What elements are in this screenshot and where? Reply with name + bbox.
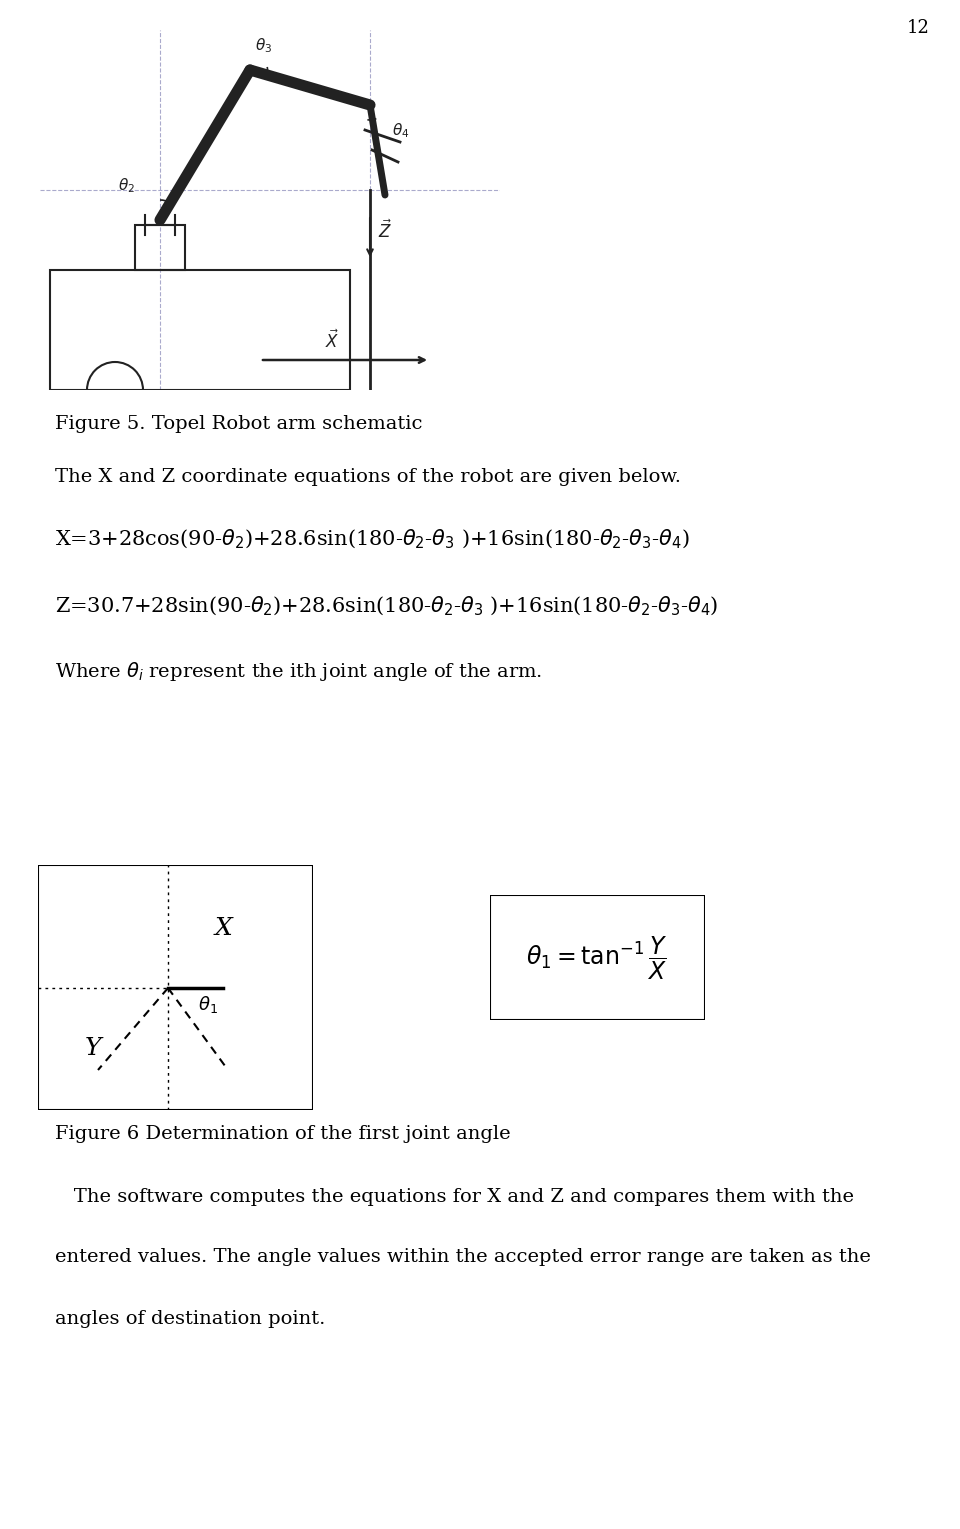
Text: X=3+28cos(90-$\theta_2$)+28.6sin(180-$\theta_2$-$\theta_3$ )+16sin(180-$\theta_2: X=3+28cos(90-$\theta_2$)+28.6sin(180-$\t…	[55, 528, 690, 550]
Text: $\theta_3$: $\theta_3$	[255, 37, 273, 55]
Text: Z=30.7+28sin(90-$\theta_2$)+28.6sin(180-$\theta_2$-$\theta_3$ )+16sin(180-$\thet: Z=30.7+28sin(90-$\theta_2$)+28.6sin(180-…	[55, 595, 718, 618]
Text: 12: 12	[906, 18, 929, 37]
Text: $\vec{Z}$: $\vec{Z}$	[378, 220, 392, 242]
Text: $\theta_4$: $\theta_4$	[392, 121, 409, 139]
Text: $\vec{X}$: $\vec{X}$	[325, 330, 340, 352]
Text: $\theta_1$: $\theta_1$	[198, 994, 218, 1015]
Text: X: X	[214, 917, 232, 940]
Text: Figure 6 Determination of the first joint angle: Figure 6 Determination of the first join…	[55, 1125, 511, 1144]
Text: $\theta_2$: $\theta_2$	[118, 176, 135, 194]
Text: Where $\theta_i$ represent the ith joint angle of the arm.: Where $\theta_i$ represent the ith joint…	[55, 661, 542, 683]
Text: Figure 5. Topel Robot arm schematic: Figure 5. Topel Robot arm schematic	[55, 414, 422, 433]
Text: angles of destination point.: angles of destination point.	[55, 1310, 325, 1329]
Text: entered values. The angle values within the accepted error range are taken as th: entered values. The angle values within …	[55, 1248, 871, 1266]
Text: The software computes the equations for X and Z and compares them with the: The software computes the equations for …	[55, 1188, 854, 1206]
Text: $\theta_1 = \tan^{-1}\dfrac{Y}{X}$: $\theta_1 = \tan^{-1}\dfrac{Y}{X}$	[526, 934, 668, 982]
Text: Y: Y	[84, 1037, 101, 1060]
Text: The X and Z coordinate equations of the robot are given below.: The X and Z coordinate equations of the …	[55, 468, 681, 486]
